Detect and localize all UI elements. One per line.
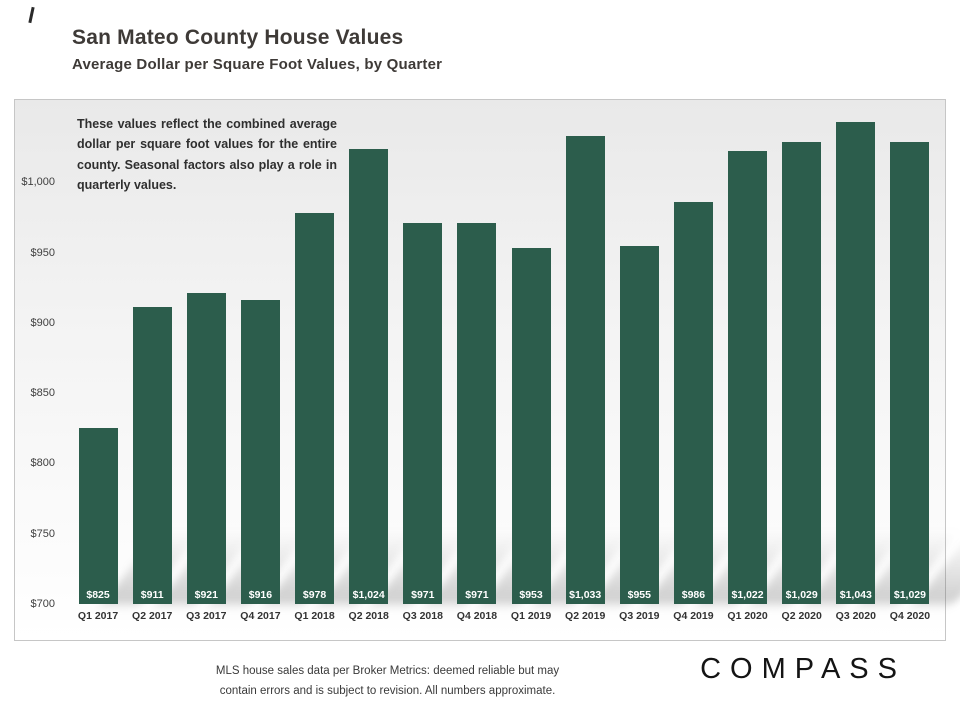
bar-group: $971 Q4 2018 — [450, 112, 579, 622]
x-axis-label: Q4 2020 — [889, 610, 931, 622]
bar-value-label: $953 — [519, 589, 543, 601]
x-axis-label: Q2 2020 — [781, 610, 822, 622]
bar: $953 — [511, 248, 551, 604]
x-axis-label: Q3 2017 — [186, 610, 227, 622]
chart-panel: These values reflect the combined averag… — [14, 99, 960, 641]
bar-value-label: $1,029 — [785, 589, 818, 601]
bar-value-label: $971 — [465, 589, 489, 601]
x-axis-label: Q3 2019 — [619, 610, 660, 622]
bar: $1,029 — [890, 141, 930, 604]
bar: $978 — [295, 213, 335, 604]
disclaimer-line-2: contain errors and is subject to revisio… — [219, 684, 556, 697]
bar: $1,029 — [782, 141, 822, 604]
y-tick-label: $700 — [30, 598, 55, 610]
bar-series: $825 Q1 2017 $911 Q2 2017 $921 Q3 2017 $916 Q4 … — [71, 112, 960, 622]
bar-group: $978 Q1 2018 — [288, 112, 416, 622]
page-subtitle: Average Dollar per Square Foot Values, b… — [72, 56, 443, 73]
bar-value-label: $986 — [681, 589, 706, 601]
x-axis-label: Q4 2019 — [673, 610, 714, 622]
x-axis-label: Q3 2020 — [835, 610, 876, 622]
bar: $986 — [673, 201, 713, 604]
x-axis-label: Q1 2020 — [727, 610, 768, 622]
bar-group: $1,043 Q3 2020 — [829, 112, 957, 622]
y-axis: $700 $750 $800 $850 $900 $950 $1,000 — [15, 112, 63, 610]
plot-area: $700 $750 $800 $850 $900 $950 $1,000 $825 Q1 20… — [21, 112, 960, 622]
x-axis-label: Q1 2019 — [510, 610, 552, 622]
bar-value-label: $1,024 — [352, 589, 385, 601]
bar-value-label: $971 — [411, 589, 435, 601]
bar-group: $1,029 Q2 2020 — [775, 112, 903, 622]
bar-group: $955 Q3 2019 — [612, 112, 741, 622]
bar-group: $921 Q3 2017 — [179, 112, 308, 622]
bar-value-label: $921 — [194, 589, 218, 601]
footer-disclaimer: MLS house sales data per Broker Metrics:… — [115, 662, 660, 701]
bar-value-label: $1,029 — [893, 589, 926, 601]
bar-group: $916 Q4 2017 — [233, 112, 362, 622]
chart-annotation: These values reflect the combined averag… — [77, 117, 337, 192]
y-tick-label: $850 — [30, 387, 55, 400]
bar-group: $1,033 Q2 2019 — [558, 112, 687, 622]
y-tick-label: $750 — [30, 527, 55, 540]
y-tick-label: $900 — [30, 316, 55, 329]
bar: $1,033 — [565, 135, 605, 604]
bar: $825 — [78, 428, 118, 604]
corner-mark — [28, 6, 35, 24]
bar-group: $971 Q3 2018 — [396, 112, 524, 622]
bar-group: $1,024 Q2 2018 — [342, 112, 470, 622]
y-tick-label: $800 — [30, 457, 55, 470]
bar: $1,022 — [728, 151, 768, 604]
y-tick-label: $950 — [30, 246, 55, 259]
bar: $921 — [186, 293, 226, 604]
page-title: San Mateo County House Values — [72, 26, 404, 49]
bar-value-label: $1,043 — [839, 589, 872, 601]
bar: $1,043 — [836, 121, 876, 604]
bar: $971 — [457, 223, 497, 604]
disclaimer-line-1: MLS house sales data per Broker Metrics:… — [215, 665, 560, 677]
bar-group: $1,029 Q4 2020 — [883, 112, 960, 622]
bar-value-label: $955 — [627, 589, 651, 601]
bar-group: $986 Q4 2019 — [666, 112, 795, 622]
x-axis-label: Q2 2018 — [348, 610, 389, 622]
bar-group: $1,022 Q1 2020 — [721, 112, 849, 622]
bar-value-label: $916 — [248, 589, 273, 601]
bar: $1,024 — [349, 148, 389, 604]
bar-group: $953 Q1 2019 — [504, 112, 633, 622]
bar-group: $825 Q1 2017 — [71, 112, 200, 622]
bar: $916 — [240, 300, 280, 604]
bar-value-label: $1,022 — [731, 589, 764, 601]
y-tick-label: $1,000 — [21, 176, 55, 189]
x-axis-label: Q4 2017 — [240, 610, 281, 622]
x-axis-label: Q1 2018 — [294, 610, 335, 622]
x-axis-label: Q2 2019 — [565, 610, 606, 622]
bar: $955 — [619, 245, 659, 604]
compass-logo: COMPASS — [700, 653, 906, 685]
bar-group: $911 Q2 2017 — [125, 112, 254, 622]
x-axis-label: Q1 2017 — [77, 610, 119, 622]
x-axis-label: Q2 2017 — [132, 610, 173, 622]
x-axis-label: Q3 2018 — [402, 610, 443, 622]
bar: $911 — [132, 307, 172, 604]
bar: $971 — [403, 223, 443, 604]
bar-value-label: $1,033 — [569, 589, 602, 601]
chart-header: San Mateo County House Values Average Do… — [72, 26, 442, 73]
bar-value-label: $911 — [140, 589, 164, 601]
bar-value-label: $825 — [86, 589, 110, 601]
x-axis-label: Q4 2018 — [456, 610, 498, 622]
bar-value-label: $978 — [302, 589, 327, 601]
